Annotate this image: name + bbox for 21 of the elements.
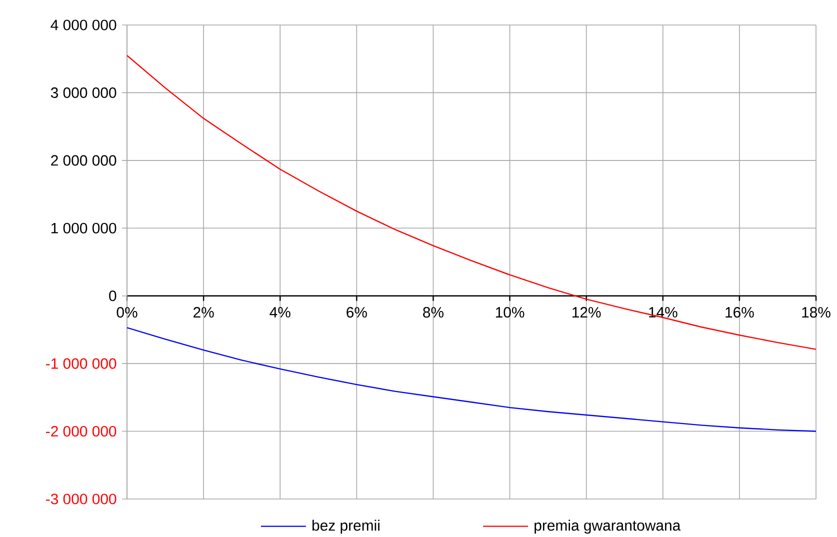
- line-series: [126, 327, 817, 432]
- x-tick-label: 2%: [194, 307, 214, 318]
- x-tick-label: 8%: [423, 307, 444, 318]
- legend-label: premia gwarantowana: [534, 520, 681, 534]
- y-tick-label: 3 000 000: [50, 88, 116, 98]
- x-tick-label: 14%: [649, 307, 678, 318]
- x-tick-label: 10%: [496, 307, 524, 318]
- y-tick-label: 2 000 000: [51, 155, 116, 166]
- x-tick-label: 12%: [572, 307, 601, 318]
- x-tick-label: 6%: [346, 307, 367, 318]
- x-tick-label: 0%: [116, 307, 138, 318]
- y-tick-label: 4 000 000: [50, 20, 116, 30]
- y-tick-label: -1 000 000: [46, 358, 116, 369]
- x-tick-label: 18%: [802, 307, 830, 318]
- y-tick-label: -2 000 000: [46, 426, 116, 437]
- legend-label: bez premii: [312, 520, 380, 534]
- y-tick-label: -3 000 000: [46, 494, 116, 504]
- y-tick-label: 1 000 000: [51, 222, 116, 234]
- x-tick-label: 4%: [270, 307, 290, 318]
- x-tick-label: 16%: [726, 307, 754, 318]
- y-tick-label: 0: [109, 290, 116, 302]
